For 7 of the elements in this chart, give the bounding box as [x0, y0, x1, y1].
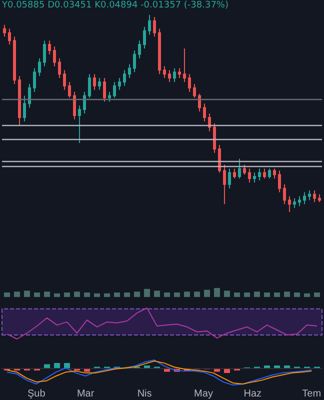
text: Y0.05885 D0.03451 K0.04894 -0.01357 (-38.37%)	[1, 0, 228, 10]
x-tick-label: Tem	[302, 388, 322, 400]
x-tick-label: May	[194, 388, 213, 400]
x-tick-label: Nis	[137, 388, 152, 400]
x-tick-label: Haz	[244, 388, 262, 400]
x-tick-label: Mar	[76, 388, 95, 400]
x-tick-label: Şub	[28, 388, 46, 400]
